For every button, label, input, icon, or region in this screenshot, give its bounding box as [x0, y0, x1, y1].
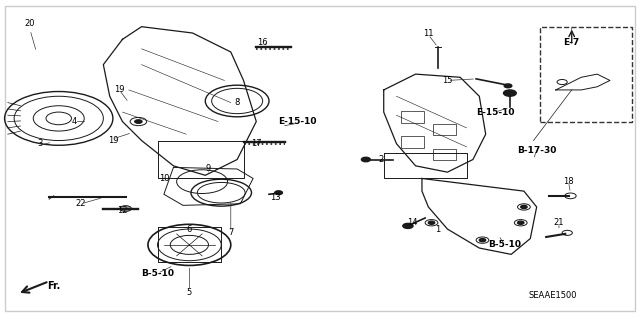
- Text: E-15-10: E-15-10: [278, 117, 317, 126]
- Text: 3: 3: [37, 139, 42, 148]
- Text: 2: 2: [378, 155, 383, 164]
- Text: 8: 8: [234, 98, 240, 107]
- Text: E-7: E-7: [564, 38, 580, 47]
- Text: B-5-10: B-5-10: [141, 269, 174, 278]
- Text: 14: 14: [407, 218, 418, 227]
- Circle shape: [521, 205, 527, 209]
- Bar: [401, 137, 424, 148]
- Circle shape: [428, 221, 435, 224]
- Text: 22: 22: [76, 199, 86, 208]
- Circle shape: [504, 90, 516, 96]
- Bar: [433, 124, 456, 135]
- Text: 19: 19: [114, 85, 125, 94]
- Text: 16: 16: [257, 38, 268, 47]
- Circle shape: [134, 120, 142, 123]
- Text: B-5-10: B-5-10: [488, 241, 522, 249]
- Text: 10: 10: [159, 174, 169, 183]
- Text: 20: 20: [25, 19, 35, 28]
- Circle shape: [504, 84, 512, 88]
- Text: 4: 4: [72, 117, 77, 126]
- Text: 6: 6: [187, 225, 192, 234]
- Text: 7: 7: [228, 228, 234, 237]
- Text: B-17-30: B-17-30: [517, 145, 556, 154]
- Text: 21: 21: [554, 218, 564, 227]
- Text: 9: 9: [206, 165, 211, 174]
- Text: 5: 5: [187, 288, 192, 297]
- Text: 12: 12: [117, 206, 128, 215]
- Text: E-15-10: E-15-10: [476, 108, 515, 116]
- Text: 11: 11: [423, 28, 433, 38]
- Circle shape: [479, 239, 486, 242]
- Text: 13: 13: [270, 193, 281, 202]
- Circle shape: [275, 191, 282, 195]
- Text: 17: 17: [251, 139, 262, 148]
- Text: 15: 15: [442, 76, 452, 85]
- Text: SEAAE1500: SEAAE1500: [529, 291, 577, 300]
- Text: Fr.: Fr.: [47, 281, 61, 291]
- Text: 18: 18: [563, 177, 574, 186]
- Text: 19: 19: [108, 136, 118, 145]
- Text: 1: 1: [435, 225, 440, 234]
- Bar: [433, 149, 456, 160]
- Circle shape: [120, 206, 131, 211]
- Circle shape: [362, 157, 371, 162]
- Circle shape: [403, 223, 413, 228]
- Circle shape: [518, 221, 524, 224]
- Bar: [401, 111, 424, 122]
